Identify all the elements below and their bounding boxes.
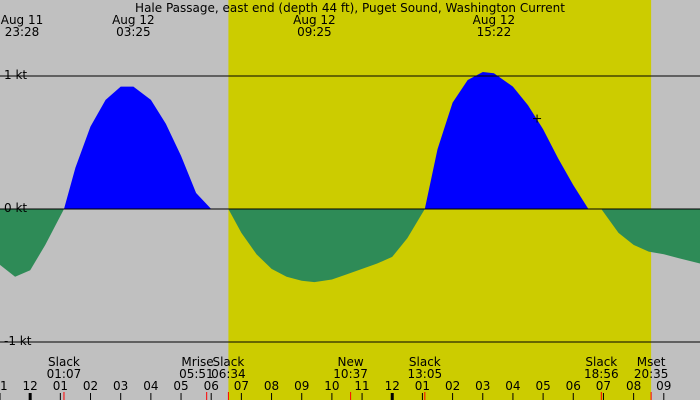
hour-tick-label: 05	[535, 379, 550, 393]
ebb-area-1	[0, 209, 64, 277]
event-time-label: 13:05	[408, 367, 443, 381]
event-time-label: 10:37	[333, 367, 368, 381]
peak-date-label: Aug 11	[1, 13, 44, 27]
peak-time-label: 15:22	[477, 25, 512, 39]
hour-tick-label: 07	[234, 379, 249, 393]
event-time-label: 18:56	[584, 367, 619, 381]
hour-tick-label: 02	[83, 379, 98, 393]
hour-tick-label: 01	[415, 379, 430, 393]
event-time-label: 05:51	[179, 367, 214, 381]
hour-tick-label: 12	[23, 379, 38, 393]
y-tick-labels: 1 kt 0 kt -1 kt	[4, 68, 32, 348]
hour-tick-label: 11	[354, 379, 369, 393]
y-tick-label: -1 kt	[4, 334, 32, 348]
hour-tick-label: 01	[53, 379, 68, 393]
y-gridlines	[0, 75, 700, 343]
y-tick-label: 0 kt	[4, 201, 27, 215]
current-areas	[0, 72, 700, 283]
event-label: Slack	[585, 355, 617, 369]
hour-tick-label: 07	[596, 379, 611, 393]
peak-date-label: Aug 12	[112, 13, 155, 27]
flood-area-1	[64, 86, 212, 209]
event-label: Slack	[212, 355, 244, 369]
peak-date-label: Aug 12	[473, 13, 516, 27]
event-label: Slack	[48, 355, 80, 369]
ebb-area-3	[601, 209, 700, 264]
hour-tick-label: 09	[656, 379, 671, 393]
hour-tick-label: 08	[626, 379, 641, 393]
hour-tick-label: 12	[385, 379, 400, 393]
event-label: Mrise	[181, 355, 213, 369]
hour-tick-label: 11	[0, 379, 8, 393]
hour-tick-label: 08	[264, 379, 279, 393]
hour-tick-label: 03	[475, 379, 490, 393]
hour-tick-label: 06	[566, 379, 581, 393]
hour-tick-label: 04	[143, 379, 158, 393]
event-labels: Slack01:07Mrise05:51Slack06:34New10:37Sl…	[47, 355, 669, 400]
event-label: New	[338, 355, 364, 369]
flood-area-2	[424, 72, 589, 209]
hour-tick-label: 03	[113, 379, 128, 393]
current-time-marker	[533, 114, 542, 123]
hour-axis: 11 12 01 02 03 04 05 06 07 08 09 10 11 12 01 02 03 04 05 06…	[0, 379, 671, 400]
peak-time-label: 03:25	[116, 25, 151, 39]
peak-time-label: 09:25	[297, 25, 332, 39]
event-time-label: 01:07	[47, 367, 82, 381]
event-time-label: 06:34	[211, 367, 246, 381]
hour-tick-label: 09	[294, 379, 309, 393]
event-label: Slack	[409, 355, 441, 369]
event-time-label: 20:35	[634, 367, 669, 381]
peak-time-label: 23:28	[5, 25, 40, 39]
hour-tick-label: 02	[445, 379, 460, 393]
ebb-area-2	[228, 209, 425, 283]
chart-title: Hale Passage, east end (depth 44 ft), Pu…	[135, 1, 565, 15]
event-label: Mset	[637, 355, 666, 369]
hour-tick-label: 05	[173, 379, 188, 393]
y-tick-label: 1 kt	[4, 68, 27, 82]
peak-date-label: Aug 12	[293, 13, 336, 27]
hour-tick-label: 04	[505, 379, 520, 393]
hour-tick-label: 10	[324, 379, 339, 393]
hour-tick-label: 06	[204, 379, 219, 393]
